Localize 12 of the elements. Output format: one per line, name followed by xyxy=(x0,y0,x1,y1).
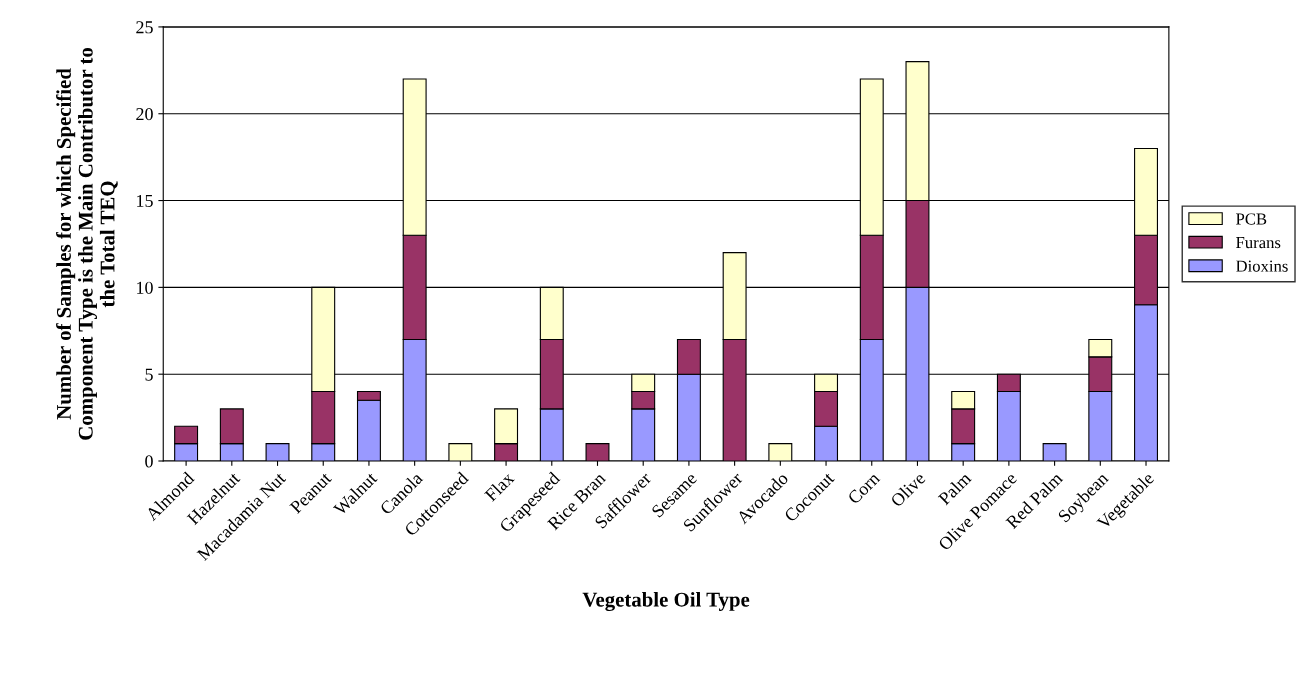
y-axis-title: Number of Samples for which Specified Component Type is the Main Contributor to the Total TEQ xyxy=(56,47,118,440)
y-tick-label: 25 xyxy=(136,21,153,34)
x-tick-label: Corn xyxy=(847,471,881,505)
y-tick-label: 0 xyxy=(145,455,153,468)
legend-label: PCB xyxy=(1236,213,1267,225)
y-tick-label: 5 xyxy=(145,368,153,381)
y-tick-label: 10 xyxy=(137,281,153,294)
x-axis-title: Vegetable Oil Type xyxy=(582,591,750,612)
legend-label: Dioxins xyxy=(1236,260,1288,272)
y-tick-label: 20 xyxy=(136,107,153,121)
y-tick-label: 15 xyxy=(137,194,153,207)
legend-label: Furans xyxy=(1236,237,1281,249)
